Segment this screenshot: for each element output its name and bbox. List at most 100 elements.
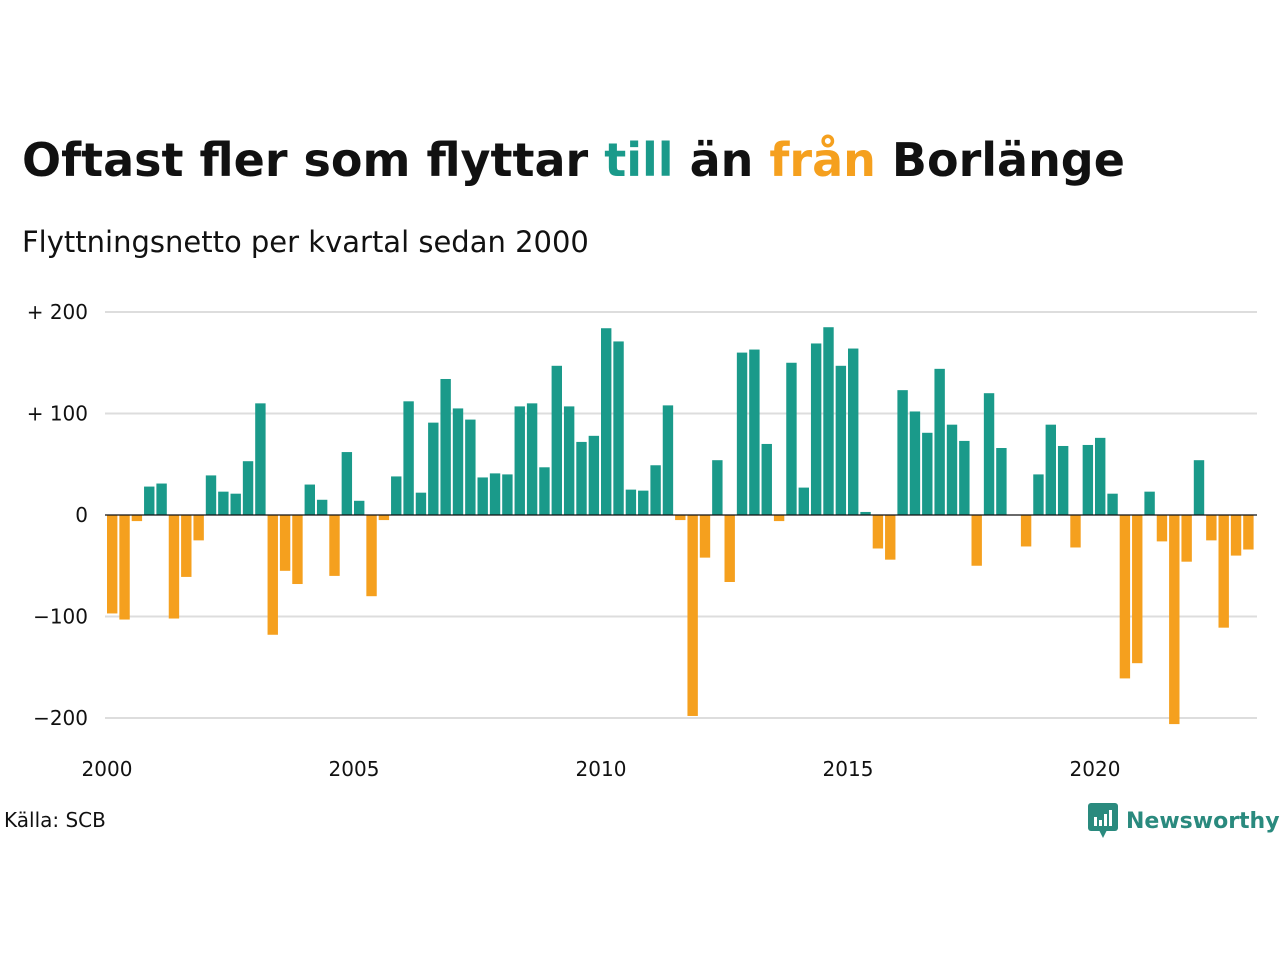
bar — [366, 515, 377, 597]
bar — [934, 368, 945, 515]
source-label: Källa: SCB — [4, 808, 106, 832]
bar — [1169, 515, 1180, 725]
title-fran: från — [769, 133, 876, 187]
bar — [1107, 493, 1118, 515]
bar — [452, 408, 464, 515]
bar — [329, 515, 340, 576]
bar — [959, 440, 970, 515]
title-till: till — [604, 133, 674, 187]
bar — [279, 515, 291, 571]
x-tick-label: 2005 — [329, 757, 380, 781]
bar — [897, 390, 908, 515]
chart-subtitle: Flyttningsnetto per kvartal sedan 2000 — [22, 225, 589, 259]
bar — [181, 515, 192, 577]
bar — [1095, 437, 1106, 515]
x-tick-label: 2020 — [1070, 757, 1121, 781]
x-tick-label: 2000 — [82, 757, 133, 781]
bar — [749, 349, 760, 515]
bar — [551, 365, 562, 515]
bar — [1181, 515, 1192, 562]
bar — [428, 422, 439, 515]
bar — [267, 515, 278, 635]
bar — [119, 515, 130, 620]
bar — [798, 487, 809, 515]
bar — [193, 515, 204, 541]
bar — [1230, 515, 1242, 556]
bar — [1082, 444, 1094, 515]
bar — [156, 483, 167, 515]
bar — [1243, 515, 1254, 550]
bar — [675, 515, 686, 521]
title-part2: än — [673, 133, 770, 187]
bar — [724, 515, 735, 582]
x-tick-label: 2015 — [823, 757, 874, 781]
bar — [1193, 460, 1205, 515]
bar — [489, 473, 501, 515]
bar — [391, 476, 402, 515]
bar — [909, 411, 921, 515]
bar — [662, 405, 674, 515]
y-tick-label: + 200 — [27, 300, 88, 324]
bar — [860, 511, 871, 515]
bar — [1020, 515, 1032, 547]
newsworthy-logo-icon — [1088, 803, 1118, 838]
bar — [736, 352, 748, 515]
bar — [292, 515, 303, 585]
bar — [144, 486, 155, 515]
newsworthy-wordmark: Newsworthy — [1126, 808, 1280, 834]
bar — [613, 341, 624, 515]
bar — [1156, 515, 1168, 542]
chart-title: Oftast fler som flyttar till än från Bor… — [22, 128, 1125, 192]
bar — [1132, 515, 1143, 664]
bar — [625, 489, 637, 515]
title-part3: Borlänge — [875, 133, 1125, 187]
bar — [650, 465, 661, 515]
bar — [242, 461, 254, 515]
bar — [316, 499, 328, 515]
bar — [168, 515, 180, 619]
bar — [996, 448, 1007, 515]
y-tick-label: −100 — [33, 605, 88, 629]
bar — [440, 378, 451, 515]
bar — [1033, 474, 1044, 515]
bar — [761, 443, 772, 515]
bar — [526, 403, 538, 515]
bar — [712, 460, 723, 515]
bar — [885, 515, 896, 560]
newsworthy-logo: Newsworthy — [1088, 803, 1280, 839]
bar — [810, 343, 822, 515]
bar — [946, 424, 958, 515]
bar — [403, 401, 414, 515]
bar — [1119, 515, 1131, 679]
y-tick-label: 0 — [75, 503, 88, 527]
bar — [983, 393, 995, 515]
bar — [502, 474, 513, 515]
bar — [1070, 515, 1081, 548]
bar — [872, 515, 884, 549]
bar-chart: + 200 + 100 0 −100 −200 2000 2005 2010 2015 2020 — [27, 300, 1257, 781]
bar — [255, 403, 266, 515]
bar — [563, 406, 575, 515]
y-tick-label: −200 — [33, 706, 88, 730]
bar — [415, 492, 427, 515]
bar — [304, 484, 315, 515]
bar — [378, 515, 390, 521]
bar — [1206, 515, 1217, 541]
bar — [230, 493, 241, 515]
bar — [131, 515, 143, 522]
bar — [477, 477, 488, 515]
bar — [601, 328, 612, 515]
bar — [687, 515, 698, 716]
x-tick-label: 2010 — [576, 757, 627, 781]
bar — [205, 475, 217, 515]
bar — [465, 419, 476, 515]
bar — [699, 515, 711, 558]
bar — [638, 490, 649, 515]
bar — [576, 441, 587, 515]
y-tick-label: + 100 — [27, 402, 88, 426]
bar — [588, 435, 600, 515]
bar — [786, 362, 797, 515]
bar — [354, 500, 365, 515]
bar — [848, 348, 859, 515]
bar — [341, 452, 353, 515]
